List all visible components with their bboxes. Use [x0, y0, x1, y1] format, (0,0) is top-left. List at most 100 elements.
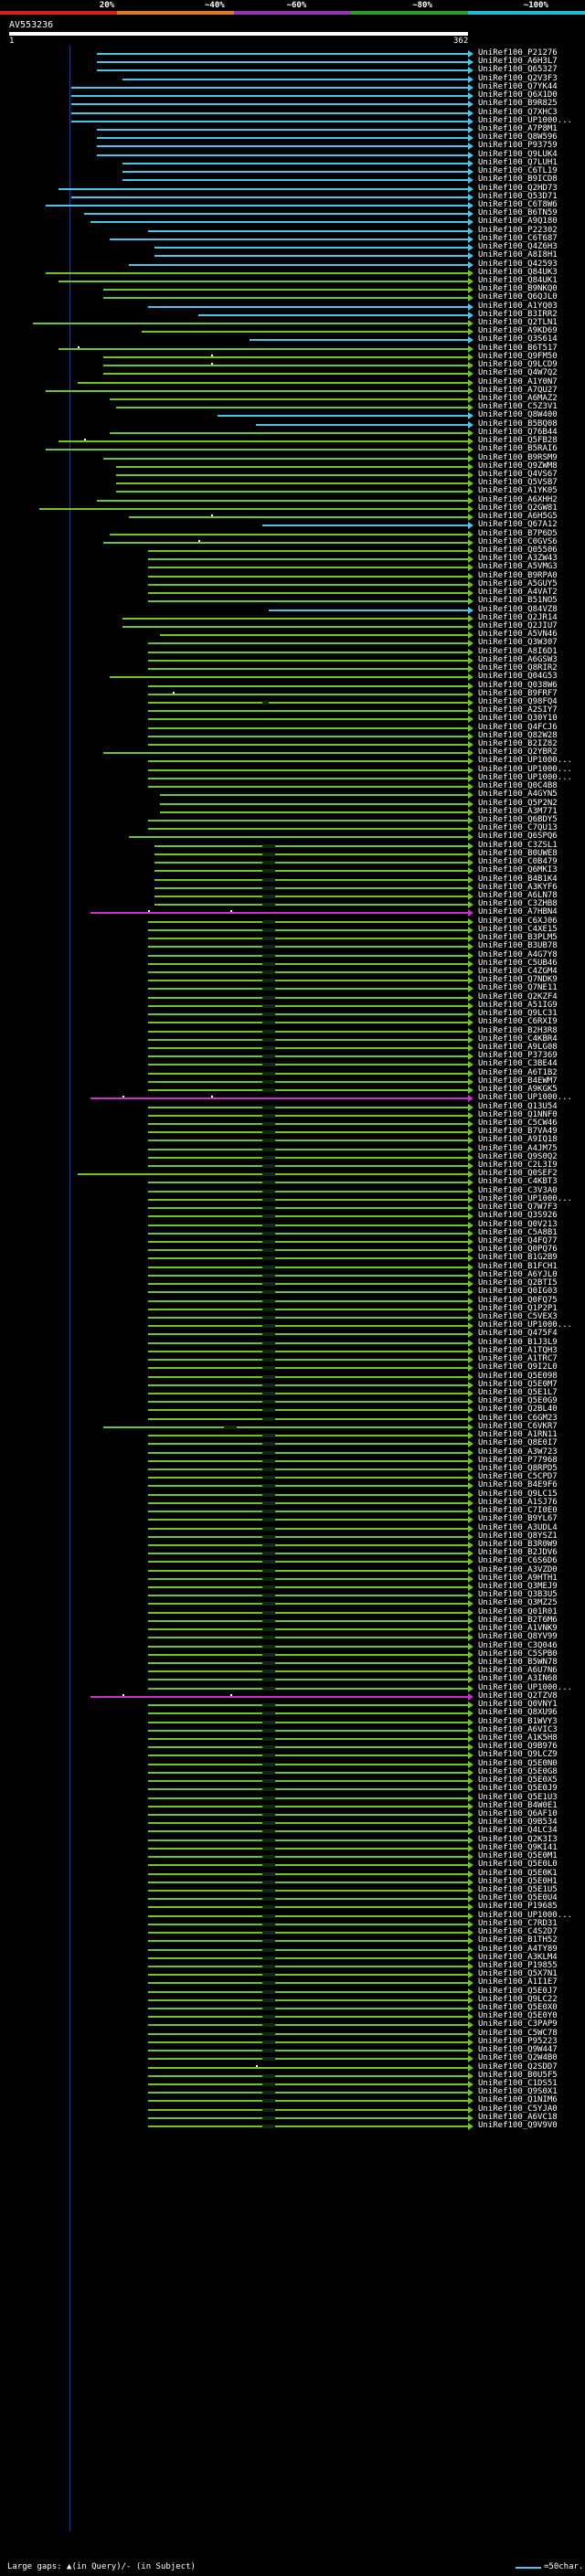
hit-label-link[interactable]: UniRef100_A5VN46 [478, 630, 558, 640]
hit-row[interactable]: UniRef100_A3W723 [0, 1447, 585, 1458]
hit-label-link[interactable]: UniRef100_UP1000... [478, 756, 572, 766]
hit-label-link[interactable]: UniRef100_Q3S926 [478, 1211, 558, 1221]
hit-label-link[interactable]: UniRef100_B5RAI6 [478, 444, 558, 454]
hit-label-link[interactable]: UniRef100_Q9B976 [478, 1742, 558, 1752]
hit-row[interactable]: UniRef100_C7QU13 [0, 823, 585, 833]
hit-label-link[interactable]: UniRef100_UP1000... [478, 1193, 572, 1203]
hit-row[interactable]: UniRef100_A3VZD0 [0, 1565, 585, 1575]
hit-row[interactable]: UniRef100_A6U7N6 [0, 1666, 585, 1676]
hit-row[interactable]: UniRef100_Q5E0M1 [0, 1851, 585, 1861]
hit-row[interactable]: UniRef100_Q7XHC3 [0, 108, 585, 118]
hit-label-link[interactable]: UniRef100_A4G7Y8 [478, 949, 558, 959]
hit-label-link[interactable]: UniRef100_Q3S614 [478, 334, 558, 345]
hit-row[interactable]: UniRef100_A7P8M1 [0, 124, 585, 134]
hit-label-link[interactable]: UniRef100_C4KBR4 [478, 1034, 558, 1044]
hit-label-link[interactable]: UniRef100_P21276 [478, 48, 558, 58]
hit-label-link[interactable]: UniRef100_A1YK05 [478, 486, 558, 496]
hit-label-link[interactable]: UniRef100_B5BQ08 [478, 419, 558, 429]
hit-row[interactable]: UniRef100_A8I6D1 [0, 647, 585, 657]
hit-label-link[interactable]: UniRef100_Q4W7Q2 [478, 368, 558, 378]
hit-row[interactable]: UniRef100_Q9B534 [0, 1818, 585, 1828]
hit-label-link[interactable]: UniRef100_A6MAZ2 [478, 394, 558, 404]
hit-row[interactable]: UniRef100_A3KLM4 [0, 1953, 585, 1963]
hit-row[interactable]: UniRef100_A6XHH2 [0, 495, 585, 505]
hit-row[interactable]: UniRef100_A1YQ03 [0, 302, 585, 312]
hit-row[interactable]: UniRef100_Q2YBR2 [0, 747, 585, 758]
hit-row[interactable]: UniRef100_Q1NNF0 [0, 1110, 585, 1120]
hit-label-link[interactable]: UniRef100_B4W0E1 [478, 1800, 558, 1810]
hit-label-link[interactable]: UniRef100_Q82W28 [478, 730, 558, 740]
hit-row[interactable]: UniRef100_Q42593 [0, 260, 585, 270]
hit-label-link[interactable]: UniRef100_B1TH52 [478, 1935, 558, 1945]
hit-row[interactable]: UniRef100_B9RPA0 [0, 571, 585, 581]
hit-label-link[interactable]: UniRef100_C2L3I9 [478, 1161, 558, 1171]
hit-row[interactable]: UniRef100_Q5E0J9 [0, 1784, 585, 1794]
hit-row[interactable]: UniRef100_C5Z3V1 [0, 402, 585, 412]
hit-row[interactable]: UniRef100_Q8E0I7 [0, 1438, 585, 1448]
hit-row[interactable]: UniRef100_B7P6D5 [0, 529, 585, 539]
hit-label-link[interactable]: UniRef100_A9Q180 [478, 217, 558, 227]
hit-row[interactable]: UniRef100_Q2HD73 [0, 184, 585, 194]
hit-label-link[interactable]: UniRef100_Q1NIM6 [478, 2095, 558, 2105]
hit-row[interactable]: UniRef100_Q2TZV8 [0, 1691, 585, 1701]
hit-row[interactable]: UniRef100_Q0VNY1 [0, 1700, 585, 1710]
hit-label-link[interactable]: UniRef100_Q5E0X5 [478, 1776, 558, 1786]
hit-label-link[interactable]: UniRef100_A3W723 [478, 1447, 558, 1457]
hit-row[interactable]: UniRef100_Q2K3I3 [0, 1835, 585, 1845]
hit-label-link[interactable]: UniRef100_Q5E0U4 [478, 1893, 558, 1903]
hit-label-link[interactable]: UniRef100_C4XE15 [478, 924, 558, 934]
hit-label-link[interactable]: UniRef100_Q6QJL0 [478, 292, 558, 302]
hit-label-link[interactable]: UniRef100_C6GM23 [478, 1413, 558, 1423]
hit-row[interactable]: UniRef100_Q5E0J7 [0, 1987, 585, 1997]
hit-row[interactable]: UniRef100_UP1000... [0, 116, 585, 126]
hit-row[interactable]: UniRef100_Q2TLN1 [0, 318, 585, 328]
hit-label-link[interactable]: UniRef100_B1G2B9 [478, 1253, 558, 1263]
hit-row[interactable]: UniRef100_A7QU27 [0, 386, 585, 396]
hit-row[interactable]: UniRef100_A4JM75 [0, 1144, 585, 1154]
hit-row[interactable]: UniRef100_C3PAP9 [0, 2019, 585, 2030]
hit-row[interactable]: UniRef100_Q2BTI5 [0, 1278, 585, 1288]
hit-label-link[interactable]: UniRef100_Q6BDY5 [478, 815, 558, 825]
hit-row[interactable]: UniRef100_Q6AF10 [0, 1809, 585, 1819]
hit-label-link[interactable]: UniRef100_B3UB78 [478, 941, 558, 951]
hit-label-link[interactable]: UniRef100_Q5FB28 [478, 436, 558, 446]
hit-label-link[interactable]: UniRef100_A51IG9 [478, 1000, 558, 1010]
hit-row[interactable]: UniRef100_Q1NIM6 [0, 2095, 585, 2105]
hit-label-link[interactable]: UniRef100_A3IN68 [478, 1674, 558, 1684]
hit-row[interactable]: UniRef100_UP1000... [0, 1093, 585, 1103]
hit-label-link[interactable]: UniRef100_B2IZ82 [478, 739, 558, 749]
hit-row[interactable]: UniRef100_A3UDL4 [0, 1523, 585, 1533]
hit-label-link[interactable]: UniRef100_C4S2D7 [478, 1927, 558, 1937]
hit-label-link[interactable]: UniRef100_Q4VS67 [478, 470, 558, 479]
hit-label-link[interactable]: UniRef100_A9KD69 [478, 326, 558, 336]
hit-row[interactable]: UniRef100_Q2KZF4 [0, 992, 585, 1002]
hit-label-link[interactable]: UniRef100_Q84UK1 [478, 275, 558, 285]
hit-label-link[interactable]: UniRef100_Q9S0X1 [478, 2087, 558, 2097]
hit-label-link[interactable]: UniRef100_B9RPA0 [478, 570, 558, 580]
hit-row[interactable]: UniRef100_A6H5G5 [0, 512, 585, 522]
hit-label-link[interactable]: UniRef100_Q1NNF0 [478, 1109, 558, 1119]
hit-row[interactable]: UniRef100_B6T517 [0, 344, 585, 354]
hit-label-link[interactable]: UniRef100_Q1P2P1 [478, 1303, 558, 1313]
hit-row[interactable]: UniRef100_A9LG08 [0, 1043, 585, 1053]
hit-label-link[interactable]: UniRef100_Q9V9V0 [478, 2121, 558, 2131]
hit-label-link[interactable]: UniRef100_P19685 [478, 1902, 558, 1912]
hit-label-link[interactable]: UniRef100_C5SPB0 [478, 1648, 558, 1659]
hit-row[interactable]: UniRef100_B2JDV6 [0, 1548, 585, 1558]
hit-row[interactable]: UniRef100_Q0V213 [0, 1220, 585, 1230]
hit-row[interactable]: UniRef100_Q2JIU7 [0, 621, 585, 631]
hit-label-link[interactable]: UniRef100_UP1000... [478, 1682, 572, 1692]
hit-label-link[interactable]: UniRef100_Q7W7F3 [478, 1203, 558, 1213]
hit-label-link[interactable]: UniRef100_B5WN78 [478, 1658, 558, 1668]
hit-row[interactable]: UniRef100_A6GSW3 [0, 655, 585, 665]
hit-row[interactable]: UniRef100_P22302 [0, 226, 585, 236]
hit-label-link[interactable]: UniRef100_A1K5H8 [478, 1733, 558, 1743]
hit-label-link[interactable]: UniRef100_Q4Z6H3 [478, 242, 558, 252]
hit-row[interactable]: UniRef100_Q5X7N1 [0, 1969, 585, 1979]
hit-label-link[interactable]: UniRef100_C6VKR7 [478, 1421, 558, 1431]
hit-label-link[interactable]: UniRef100_A1VNK9 [478, 1624, 558, 1634]
hit-row[interactable]: UniRef100_B1G2B9 [0, 1253, 585, 1263]
hit-row[interactable]: UniRef100_Q9V9V0 [0, 2121, 585, 2131]
hit-row[interactable]: UniRef100_A4GYN5 [0, 790, 585, 800]
hit-row[interactable]: UniRef100_Q84UK1 [0, 276, 585, 286]
